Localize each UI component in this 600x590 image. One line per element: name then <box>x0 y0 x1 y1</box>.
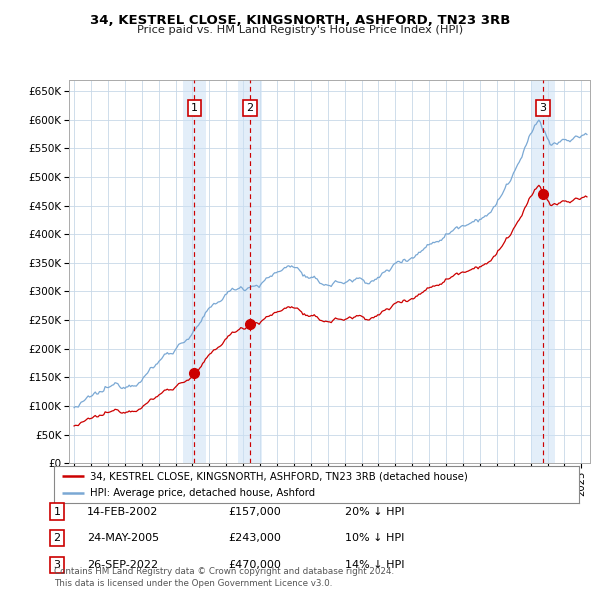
Text: 14% ↓ HPI: 14% ↓ HPI <box>345 560 404 569</box>
Text: £157,000: £157,000 <box>228 507 281 516</box>
Text: £470,000: £470,000 <box>228 560 281 569</box>
Text: £243,000: £243,000 <box>228 533 281 543</box>
Text: 3: 3 <box>53 560 61 569</box>
Text: 34, KESTREL CLOSE, KINGSNORTH, ASHFORD, TN23 3RB (detached house): 34, KESTREL CLOSE, KINGSNORTH, ASHFORD, … <box>90 471 467 481</box>
Text: HPI: Average price, detached house, Ashford: HPI: Average price, detached house, Ashf… <box>90 489 315 498</box>
Text: Contains HM Land Registry data © Crown copyright and database right 2024.
This d: Contains HM Land Registry data © Crown c… <box>54 568 394 588</box>
Text: 1: 1 <box>53 507 61 516</box>
Bar <box>182 80 206 463</box>
Text: 10% ↓ HPI: 10% ↓ HPI <box>345 533 404 543</box>
Text: 2: 2 <box>247 103 253 113</box>
Text: Price paid vs. HM Land Registry's House Price Index (HPI): Price paid vs. HM Land Registry's House … <box>137 25 463 35</box>
Text: 24-MAY-2005: 24-MAY-2005 <box>87 533 159 543</box>
Text: 2: 2 <box>53 533 61 543</box>
Text: 26-SEP-2022: 26-SEP-2022 <box>87 560 158 569</box>
Bar <box>238 80 262 463</box>
Text: 20% ↓ HPI: 20% ↓ HPI <box>345 507 404 516</box>
Text: 1: 1 <box>191 103 198 113</box>
Text: 34, KESTREL CLOSE, KINGSNORTH, ASHFORD, TN23 3RB: 34, KESTREL CLOSE, KINGSNORTH, ASHFORD, … <box>90 14 510 27</box>
Bar <box>531 80 555 463</box>
Text: 3: 3 <box>539 103 547 113</box>
Text: 14-FEB-2002: 14-FEB-2002 <box>87 507 158 516</box>
